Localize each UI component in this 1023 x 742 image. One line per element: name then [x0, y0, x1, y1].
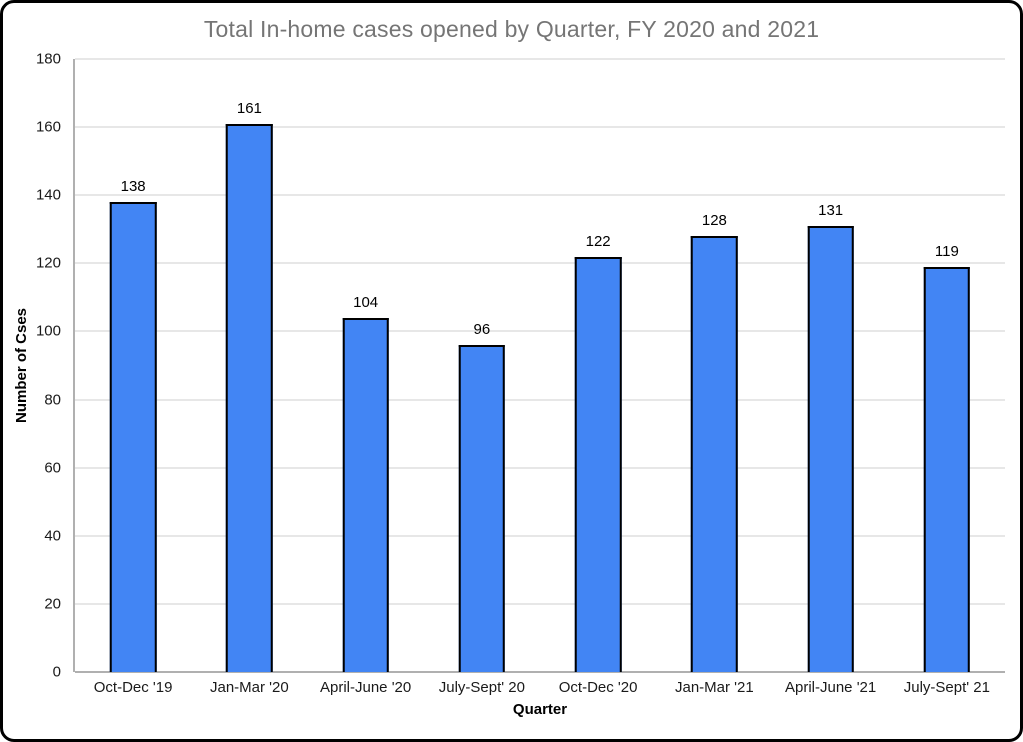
- plot-area: 138 161 104 96 122 128 131 119: [73, 58, 1005, 673]
- bar-slot: 96: [424, 59, 540, 672]
- bar: [691, 236, 738, 672]
- bar-value-label: 104: [353, 293, 379, 311]
- bar-slot: 119: [889, 59, 1005, 672]
- bar-slot: 128: [656, 59, 772, 672]
- bar-slot: 131: [773, 59, 889, 672]
- gridline: [75, 398, 1005, 401]
- x-tick-label: July-Sept' 21: [903, 679, 990, 696]
- x-axis-title: Quarter: [512, 701, 568, 718]
- x-tick-label: April-June '20: [320, 679, 412, 696]
- bar: [458, 345, 506, 672]
- y-tick-label: 160: [35, 118, 61, 136]
- x-tick-label: July-Sept' 20: [438, 679, 525, 696]
- bar-value-label: 161: [236, 99, 262, 117]
- y-tick-label: 40: [44, 527, 61, 545]
- bar: [574, 256, 622, 672]
- gridline: [75, 262, 1005, 265]
- x-axis-ticks: Oct-Dec '19 Jan-Mar '20 April-June '20 July…: [75, 679, 1005, 699]
- x-axis-line: [75, 671, 1005, 673]
- y-tick-label: 180: [35, 50, 61, 68]
- bar-slot: 161: [191, 59, 307, 672]
- gridline: [75, 126, 1005, 129]
- bar-value-label: 138: [120, 178, 146, 196]
- gridline: [75, 330, 1005, 333]
- y-tick-label: 20: [44, 595, 61, 613]
- y-axis-ticks: 0 20 40 60 80 100 120 140 160 180: [3, 52, 67, 680]
- y-tick-label: 100: [35, 322, 61, 340]
- gridline: [75, 58, 1005, 60]
- x-tick-label: April-June '21: [785, 679, 877, 696]
- bar: [109, 202, 157, 672]
- x-tick-label: Oct-Dec '20: [558, 679, 638, 696]
- y-axis-line: [73, 59, 75, 672]
- bar-slot: 138: [75, 59, 191, 672]
- bar-value-label: 131: [818, 201, 844, 219]
- bar: [923, 266, 971, 672]
- gridline: [75, 466, 1005, 469]
- gridline: [75, 534, 1005, 537]
- y-tick-label: 120: [35, 254, 61, 272]
- bar: [226, 123, 273, 672]
- x-tick-label: Oct-Dec '19: [93, 679, 173, 696]
- bar-slot: 122: [540, 59, 656, 672]
- y-tick-label: 60: [44, 459, 61, 477]
- bar: [807, 225, 854, 672]
- gridline: [75, 194, 1005, 197]
- bar-slot: 104: [308, 59, 424, 672]
- x-tick-label: Jan-Mar '21: [675, 679, 754, 696]
- bar-value-label: 122: [585, 232, 611, 250]
- y-tick-label: 0: [52, 663, 61, 681]
- chart-title: Total In-home cases opened by Quarter, F…: [203, 16, 820, 42]
- y-tick-label: 80: [44, 391, 61, 409]
- x-tick-label: Jan-Mar '20: [210, 679, 289, 696]
- gridline: [75, 602, 1005, 605]
- bar: [342, 317, 389, 672]
- y-tick-label: 140: [35, 186, 61, 204]
- bar-value-label: 128: [701, 212, 727, 230]
- bar-value-label: 119: [934, 242, 959, 260]
- bar-value-label: 96: [473, 321, 491, 339]
